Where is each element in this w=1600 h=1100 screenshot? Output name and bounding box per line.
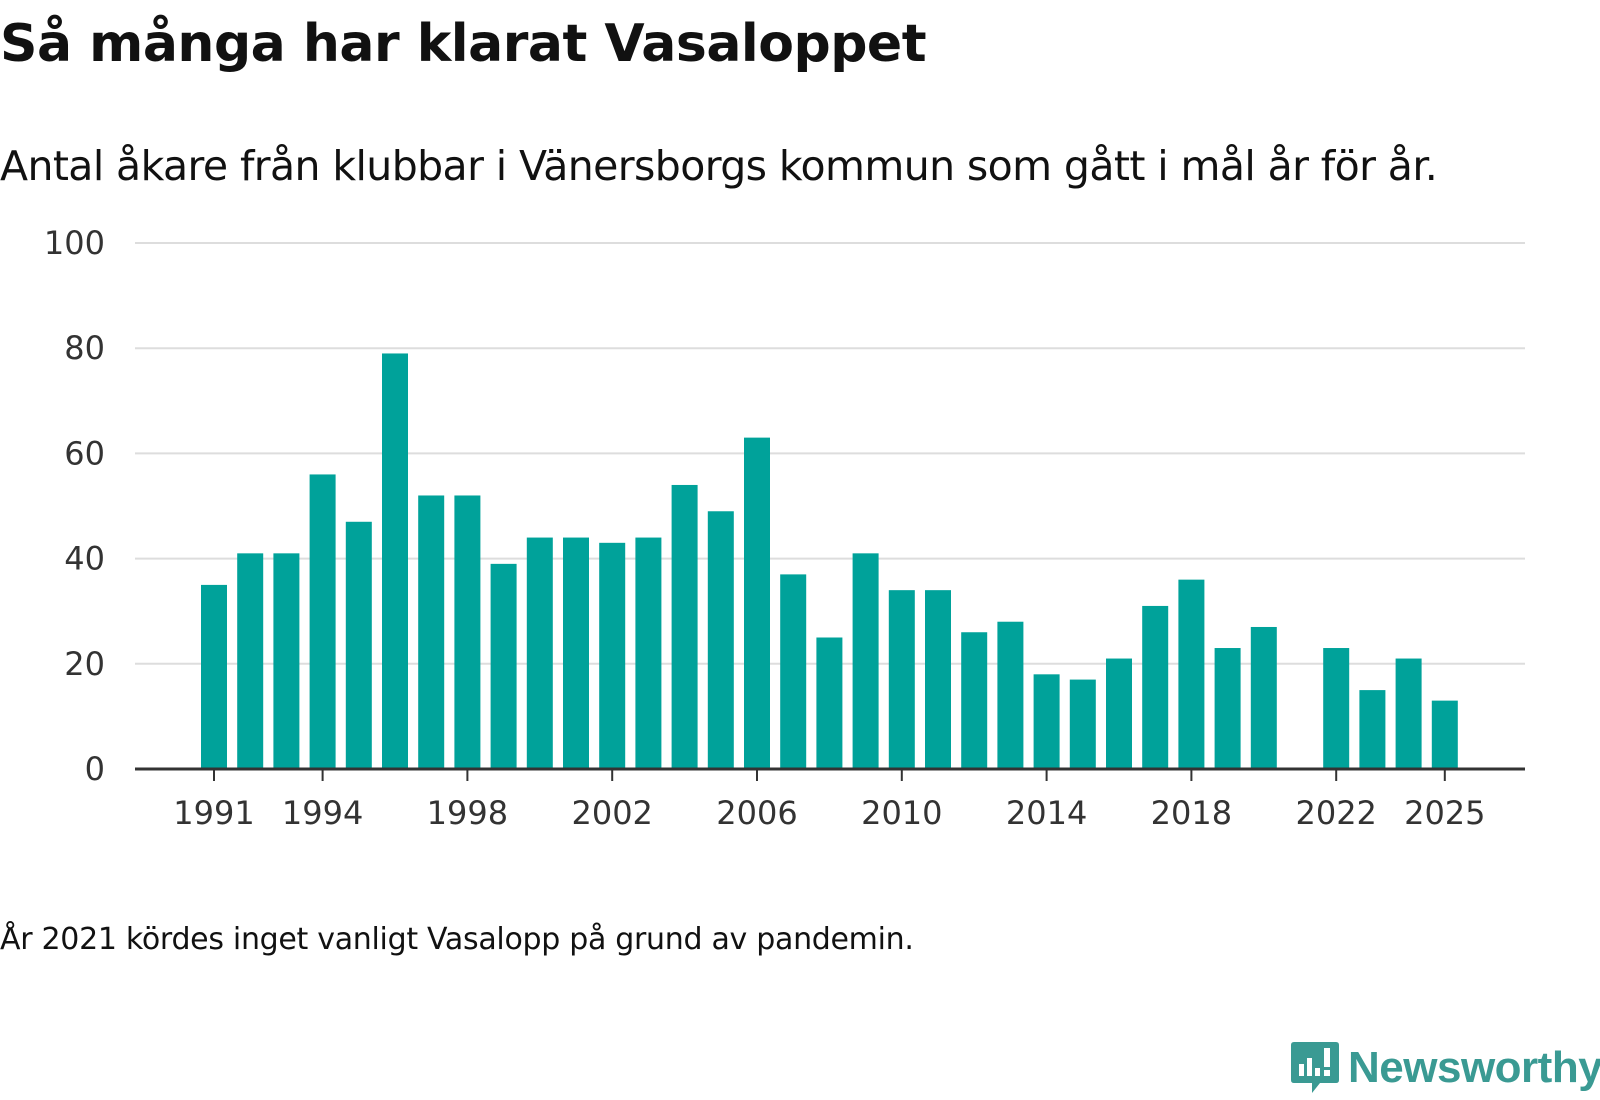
bar-2014 xyxy=(1033,674,1060,769)
x-tick-label: 2022 xyxy=(1295,794,1376,832)
brand-name: Newsworthy xyxy=(1348,1043,1600,1092)
bar-2004 xyxy=(671,484,698,769)
bar-1992 xyxy=(237,553,264,769)
x-tick-label: 1998 xyxy=(427,794,508,832)
bar-2011 xyxy=(925,590,951,769)
bar-2012 xyxy=(961,632,988,769)
bar-2020 xyxy=(1250,626,1277,769)
brand-logo: Newsworthy xyxy=(1290,1040,1600,1096)
x-tick-label: 2010 xyxy=(861,794,942,832)
bar-2024 xyxy=(1395,658,1422,769)
bar-2009 xyxy=(852,553,879,769)
bar-1996 xyxy=(382,353,408,769)
bar-2001 xyxy=(563,537,589,769)
y-tick-label: 40 xyxy=(64,540,105,578)
y-tick-label: 80 xyxy=(64,329,105,367)
y-tick-label: 20 xyxy=(64,645,105,683)
chart-title: Så många har klarat Vasaloppet xyxy=(0,14,927,74)
bar-2006 xyxy=(744,437,770,769)
bar-1999 xyxy=(490,563,517,769)
x-tick-label: 2018 xyxy=(1151,794,1232,832)
x-tick-label: 2014 xyxy=(1006,794,1087,832)
bar-2015 xyxy=(1069,679,1096,769)
x-tick-label: 2006 xyxy=(716,794,797,832)
bar-1994 xyxy=(309,474,336,769)
y-tick-label: 100 xyxy=(44,224,105,262)
y-tick-label: 60 xyxy=(64,434,105,472)
chart-note: År 2021 kördes inget vanligt Vasalopp på… xyxy=(0,922,914,957)
bar-1993 xyxy=(273,553,300,769)
bar-1997 xyxy=(418,495,445,769)
bar-2000 xyxy=(526,537,553,769)
bar-2022 xyxy=(1323,648,1350,769)
bar-2018 xyxy=(1178,579,1205,769)
bar-1998 xyxy=(454,495,481,769)
bar-2019 xyxy=(1214,648,1241,769)
x-tick-label: 2002 xyxy=(571,794,652,832)
bar-1995 xyxy=(345,521,372,769)
newsworthy-logo-icon xyxy=(1291,1042,1339,1093)
x-tick-label: 1991 xyxy=(173,794,254,832)
chart-subtitle: Antal åkare från klubbar i Vänersborgs k… xyxy=(0,142,1438,190)
bar-2005 xyxy=(707,511,734,769)
bar-2013 xyxy=(997,621,1024,769)
bar-2025 xyxy=(1431,700,1458,769)
x-tick-label: 2025 xyxy=(1404,794,1485,832)
y-tick-label: 0 xyxy=(85,750,105,788)
bar-2023 xyxy=(1359,690,1386,769)
bar-2016 xyxy=(1106,658,1132,769)
bar-2002 xyxy=(599,542,626,769)
bar-2017 xyxy=(1142,605,1169,769)
bar-2008 xyxy=(816,637,843,769)
bar-2010 xyxy=(888,590,915,769)
bar-1991 xyxy=(201,584,227,769)
bar-2003 xyxy=(635,537,662,769)
bar-2007 xyxy=(780,574,807,769)
x-tick-label: 1994 xyxy=(282,794,363,832)
